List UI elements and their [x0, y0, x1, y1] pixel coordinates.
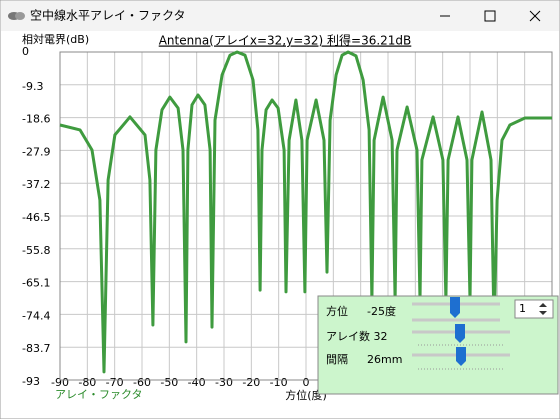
x-tick-label: -70: [106, 376, 124, 389]
y-tick-label: -46.5: [22, 211, 50, 224]
title-bar: [1, 1, 559, 31]
y-tick-label: -83.7: [22, 342, 50, 355]
y-tick-label: -55.8: [22, 244, 50, 257]
close-button[interactable]: [529, 10, 541, 22]
spin-value: 1: [519, 302, 526, 315]
y-axis-label: 相対電界(dB): [22, 32, 89, 46]
maximize-button[interactable]: [484, 10, 496, 22]
x-tick-label: -10: [270, 376, 288, 389]
x-tick-label: -60: [133, 376, 151, 389]
y-tick-label: -93: [22, 375, 40, 388]
y-tick-label: -18.6: [22, 113, 50, 126]
spacing-slider[interactable]: [412, 347, 510, 370]
y-tick-label: -74.4: [22, 309, 50, 322]
x-tick-label: -90: [51, 376, 69, 389]
y-tick-label: -9.3: [22, 80, 43, 93]
azimuth-value: -25度: [367, 304, 396, 318]
azimuth-slider[interactable]: [412, 297, 500, 322]
x-tick-label: 0: [303, 376, 310, 389]
array-count-slider[interactable]: [412, 324, 510, 346]
series-label: アレイ・ファクタ: [55, 388, 143, 401]
series-line: [59, 50, 552, 374]
spin-box[interactable]: 1: [514, 299, 554, 319]
x-tick-label: -40: [188, 376, 206, 389]
control-panel: 方位 -25度 1 アレイ数 32 間隔 26mm: [317, 295, 559, 395]
app-icon: [8, 12, 25, 20]
x-tick-label: -50: [160, 376, 178, 389]
x-tick-label: -80: [78, 376, 96, 389]
chart-title: Antenna(アレイx=32,y=32) 利得=36.21dB: [159, 33, 412, 48]
azimuth-label: 方位: [326, 304, 348, 318]
y-tick-label: -65.1: [22, 277, 50, 290]
y-tick-label: -27.9: [22, 145, 50, 158]
array-count: アレイ数 32: [326, 330, 388, 343]
y-tick-label: -37.2: [22, 178, 50, 191]
window-title: 空中線水平アレイ・ファクタ: [30, 8, 186, 23]
spacing-value: 26mm: [367, 353, 402, 366]
x-tick-label: -20: [242, 376, 260, 389]
y-tick-label: 0: [22, 45, 29, 58]
x-tick-label: -30: [215, 376, 233, 389]
plot-border: [59, 51, 553, 381]
spacing-label: 間隔: [326, 353, 348, 366]
x-axis-label: 方位(度): [285, 388, 327, 402]
